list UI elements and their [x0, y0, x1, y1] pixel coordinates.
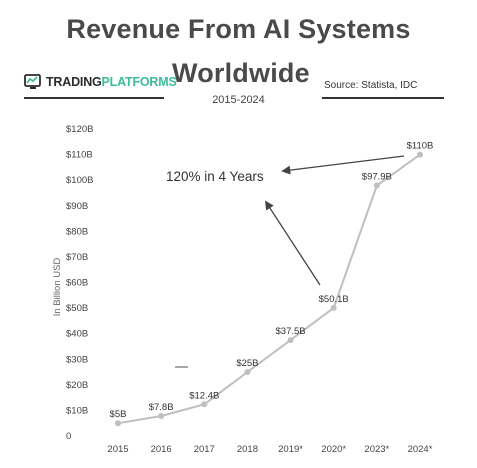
- y-tick-label: $80B: [66, 226, 88, 237]
- logo-text-accent: PLATFORMS: [101, 75, 177, 89]
- x-tick-label: 2024*: [408, 444, 433, 455]
- data-label: $5B: [110, 409, 127, 420]
- logo-underline: [24, 97, 164, 99]
- y-tick-label: $70B: [66, 252, 88, 263]
- y-tick-label: $110B: [66, 150, 93, 161]
- data-label: $12.4B: [189, 390, 219, 401]
- data-point: [201, 401, 208, 408]
- y-tick-label: $100B: [66, 175, 93, 186]
- x-tick-label: 2020*: [321, 444, 346, 455]
- y-tick-label: $10B: [66, 405, 88, 416]
- chart-subtitle: 2015-2024: [212, 94, 265, 106]
- x-tick-label: 2018: [237, 444, 258, 455]
- data-point: [244, 369, 251, 376]
- data-label: $25B: [236, 358, 258, 369]
- data-point: [373, 182, 380, 189]
- data-point: [115, 420, 121, 427]
- data-point: [158, 413, 165, 420]
- annotation-arrow-left: [281, 155, 405, 175]
- y-axis-label: In Billion USD: [52, 258, 63, 317]
- y-tick-label: $40B: [66, 329, 88, 340]
- y-tick-label: $20B: [66, 380, 88, 391]
- growth-annotation: 120% in 4 Years: [166, 169, 264, 184]
- data-point: [330, 304, 337, 311]
- source-underline: [322, 97, 444, 99]
- data-label: $110B: [407, 141, 434, 152]
- y-tick-label: $90B: [66, 201, 88, 212]
- data-label: $97.9B: [362, 172, 392, 183]
- x-tick-label: 2015: [107, 444, 128, 455]
- x-tick-label: 2023*: [364, 444, 389, 455]
- y-tick-label: $50B: [66, 303, 88, 314]
- x-tick-label: 2016: [151, 444, 172, 455]
- chart-title-line-2: Worldwide: [172, 58, 310, 88]
- y-tick-label: $120B: [66, 124, 93, 135]
- annotation-arrow-up: [265, 200, 321, 286]
- trading-platforms-logo-icon: [24, 74, 41, 89]
- y-tick-label: $60B: [66, 278, 88, 289]
- y-tick-label: $30B: [66, 354, 88, 365]
- x-tick-label: 2017: [194, 444, 215, 455]
- series-line: [117, 153, 421, 425]
- y-tick-label: 0: [66, 431, 71, 442]
- data-label: $50.1B: [319, 294, 349, 305]
- brand-logo: TRADINGPLATFORMS: [24, 72, 177, 92]
- data-label: $7.8B: [149, 402, 174, 413]
- x-tick-label: 2019*: [278, 444, 303, 455]
- chart-title-line-1: Revenue From AI Systems: [66, 14, 411, 44]
- data-point: [417, 151, 423, 158]
- data-label: $37.5B: [276, 326, 306, 337]
- data-point: [287, 337, 294, 344]
- logo-text-dark: TRADING: [46, 75, 102, 89]
- source-note: Source: Statista, IDC: [324, 80, 418, 91]
